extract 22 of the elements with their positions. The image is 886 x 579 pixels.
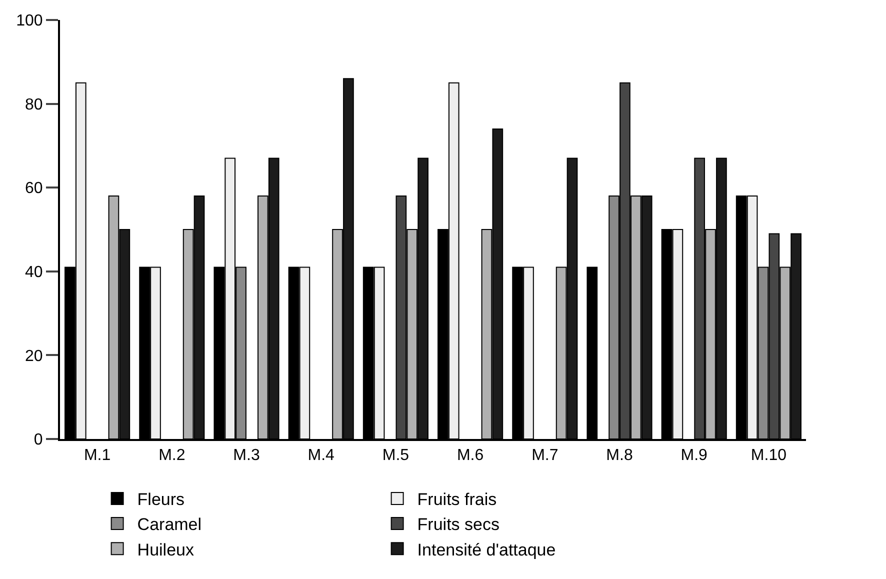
x-tick-label: M.4 bbox=[308, 447, 335, 464]
legend-label: Caramel bbox=[137, 515, 202, 534]
y-tick-label: 40 bbox=[25, 264, 43, 281]
legend-label: Huileux bbox=[137, 540, 194, 560]
legend-label: Fleurs bbox=[137, 490, 185, 510]
x-tick-label: M.3 bbox=[233, 447, 260, 464]
x-tick-label: M.1 bbox=[84, 447, 111, 464]
legend-label: Intensité d'attaque bbox=[417, 540, 556, 560]
y-tick-label: 100 bbox=[16, 12, 43, 30]
y-tick-label: 80 bbox=[25, 96, 43, 114]
x-tick-label: M.8 bbox=[606, 447, 633, 464]
x-tick-label: M.9 bbox=[680, 447, 708, 464]
x-tick-label: M.5 bbox=[382, 447, 410, 464]
y-tick-label: 60 bbox=[25, 180, 43, 198]
y-tick-label: 0 bbox=[34, 432, 43, 449]
x-tick-label: M.10 bbox=[750, 447, 787, 464]
x-tick-label: M.6 bbox=[456, 447, 484, 464]
x-tick-label: M.7 bbox=[532, 447, 558, 464]
legend-label: Fruits frais bbox=[417, 490, 497, 510]
y-tick-label: 20 bbox=[25, 348, 43, 365]
x-tick-label: M.2 bbox=[158, 447, 186, 464]
legend-label: Fruits secs bbox=[417, 515, 500, 534]
